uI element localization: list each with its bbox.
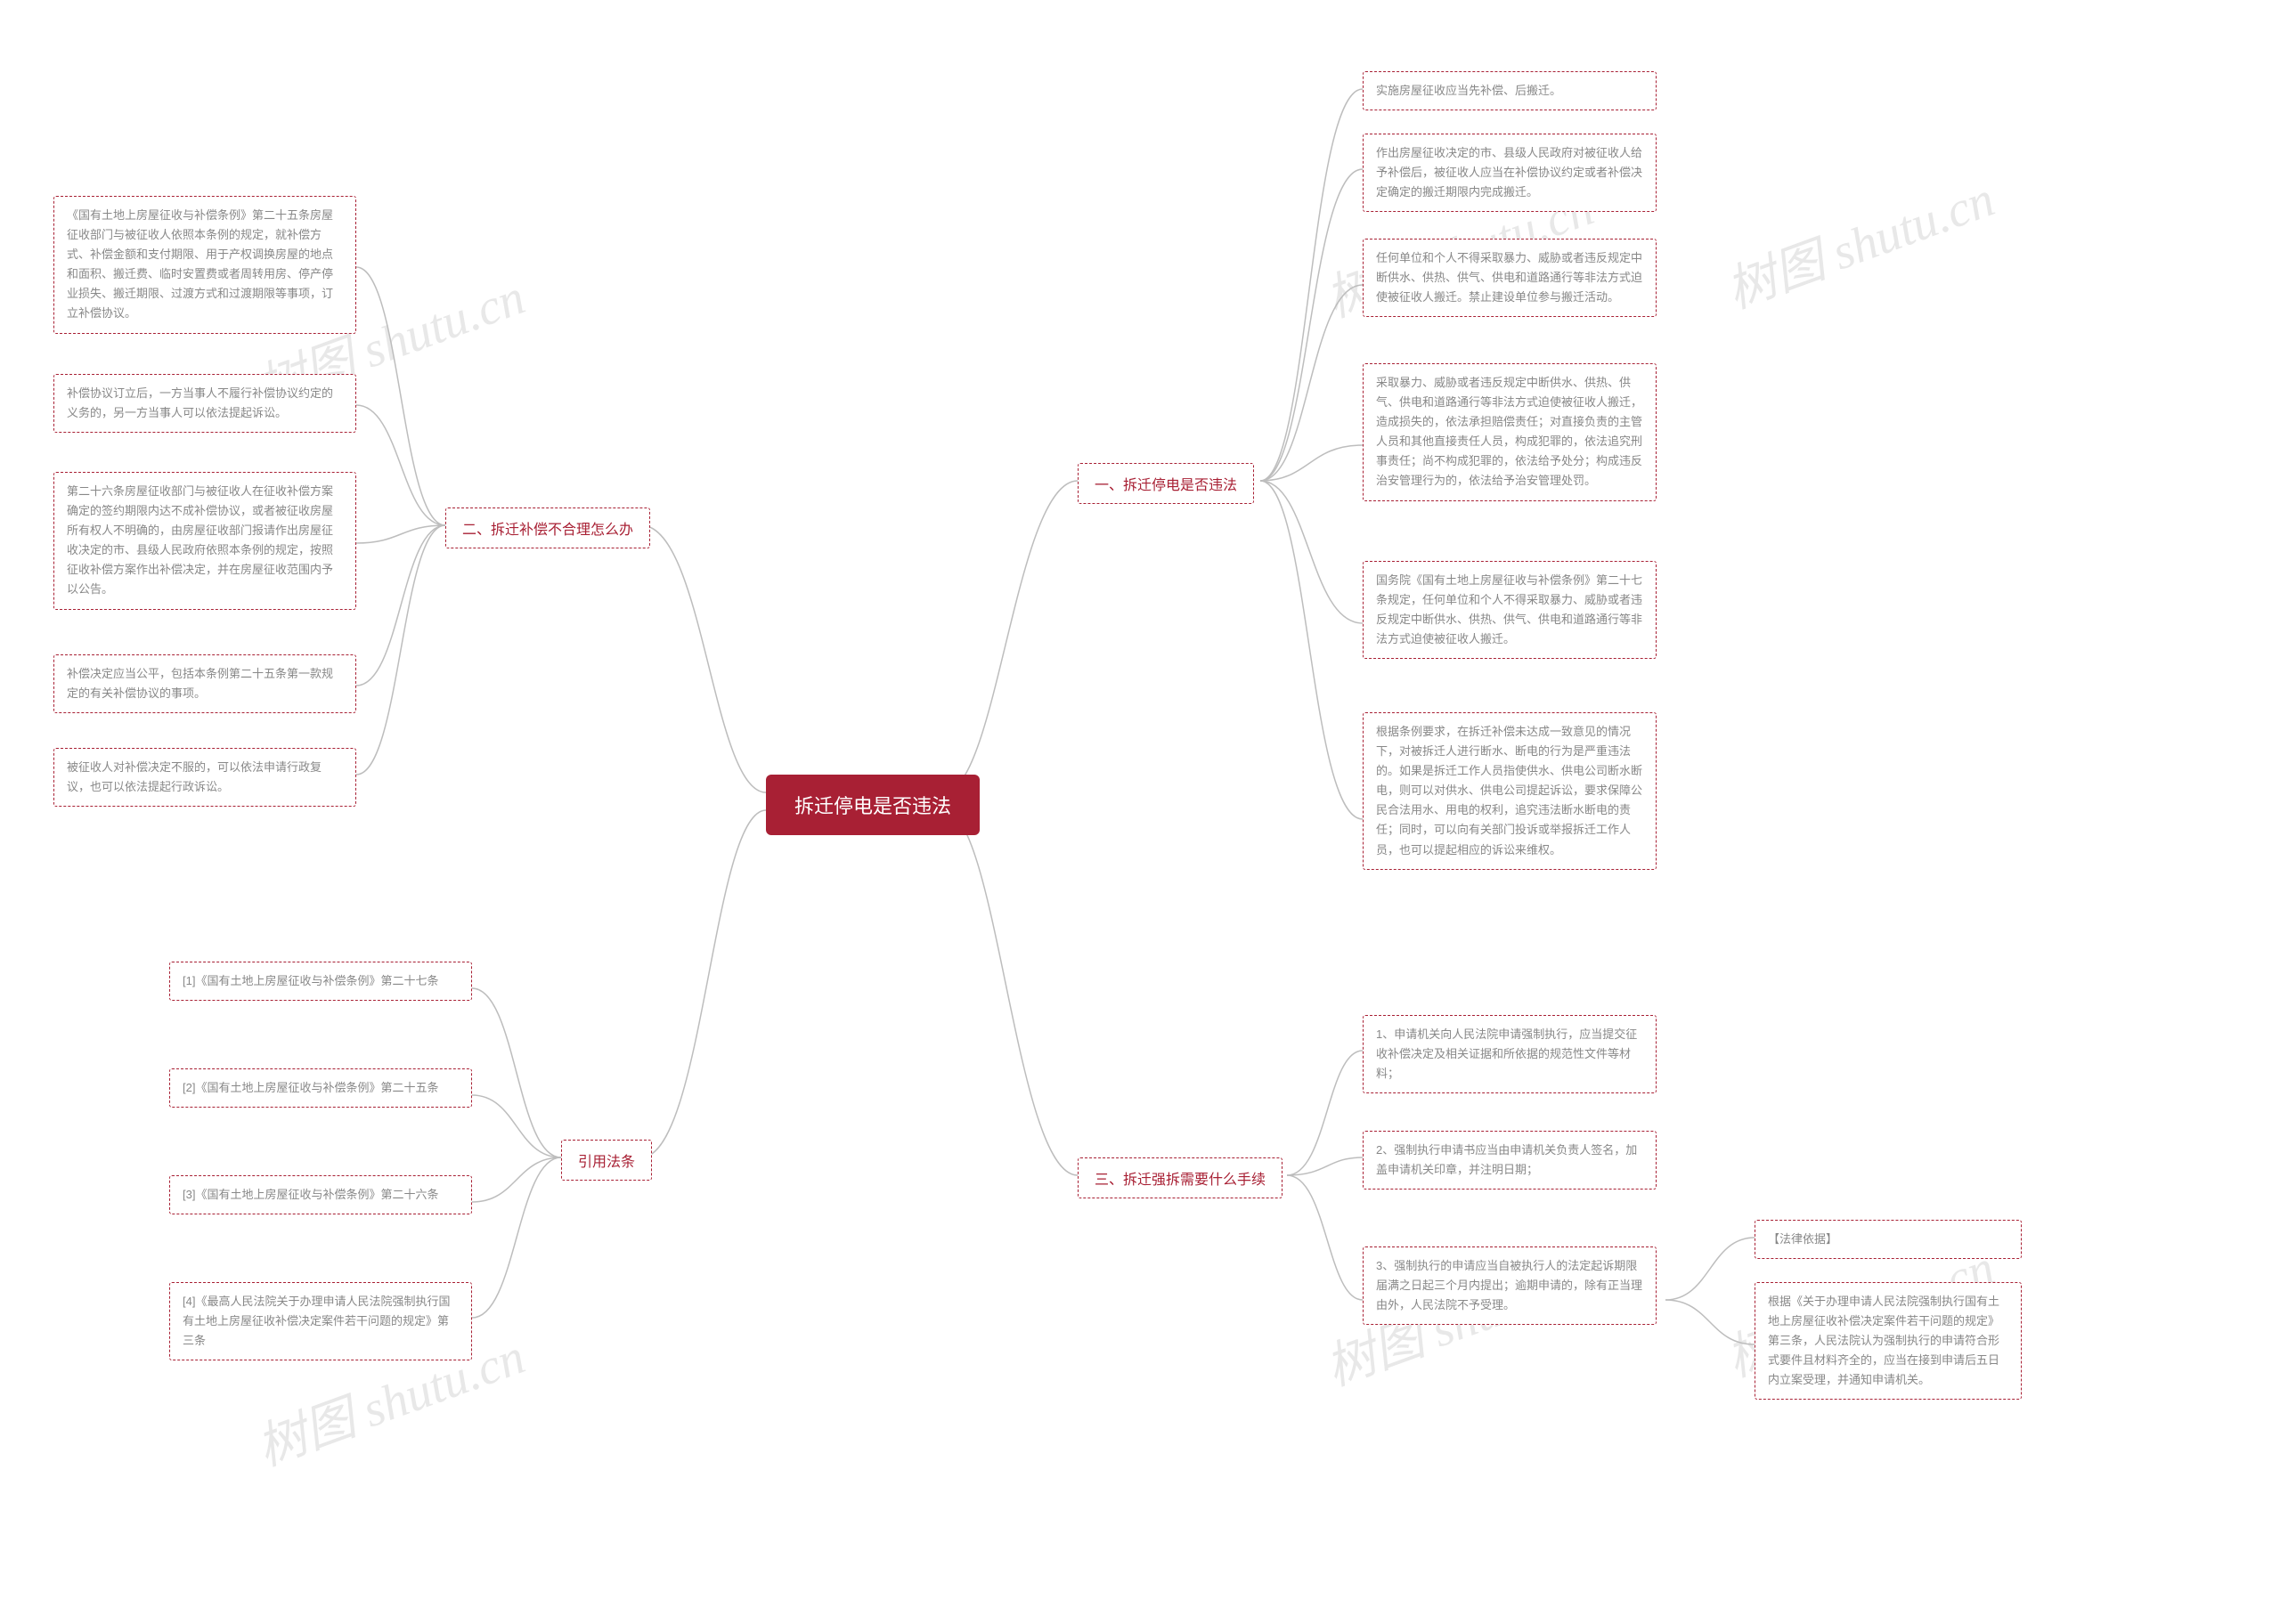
leaf-b4l4: [4]《最高人民法院关于办理申请人民法院强制执行国有土地上房屋征收补偿决定案件若… — [169, 1282, 472, 1360]
leaf-b4l1: [1]《国有土地上房屋征收与补偿条例》第二十七条 — [169, 962, 472, 1001]
branch-label: 三、拆迁强拆需要什么手续 — [1095, 1173, 1266, 1188]
leaf-text: 【法律依据】 — [1768, 1232, 1837, 1246]
leaf-text: 补偿决定应当公平，包括本条例第二十五条第一款规定的有关补偿协议的事项。 — [67, 667, 333, 700]
leaf-b2l3: 第二十六条房屋征收部门与被征收人在征收补偿方案确定的签约期限内达不成补偿协议，或… — [53, 472, 356, 610]
branch-node-4: 引用法条 — [561, 1140, 652, 1181]
leaf-b1l2: 作出房屋征收决定的市、县级人民政府对被征收人给予补偿后，被征收人应当在补偿协议约… — [1363, 134, 1657, 212]
leaf-text: 3、强制执行的申请应当自被执行人的法定起诉期限届满之日起三个月内提出；逾期申请的… — [1376, 1259, 1642, 1311]
leaf-text: [3]《国有土地上房屋征收与补偿条例》第二十六条 — [183, 1188, 438, 1201]
branch-label: 二、拆迁补偿不合理怎么办 — [462, 523, 633, 538]
leaf-b3l3b: 根据《关于办理申请人民法院强制执行国有土地上房屋征收补偿决定案件若干问题的规定》… — [1755, 1282, 2022, 1400]
leaf-text: [2]《国有土地上房屋征收与补偿条例》第二十五条 — [183, 1081, 438, 1094]
leaf-b3l3: 3、强制执行的申请应当自被执行人的法定起诉期限届满之日起三个月内提出；逾期申请的… — [1363, 1246, 1657, 1325]
leaf-text: 实施房屋征收应当先补偿、后搬迁。 — [1376, 84, 1561, 97]
leaf-b1l4: 采取暴力、威胁或者违反规定中断供水、供热、供气、供电和道路通行等非法方式迫使被征… — [1363, 363, 1657, 501]
leaf-b3l3a: 【法律依据】 — [1755, 1220, 2022, 1259]
leaf-b3l2: 2、强制执行申请书应当由申请机关负责人签名，加盖申请机关印章，并注明日期； — [1363, 1131, 1657, 1190]
leaf-b2l2: 补偿协议订立后，一方当事人不履行补偿协议约定的义务的，另一方当事人可以依法提起诉… — [53, 374, 356, 433]
leaf-text: [1]《国有土地上房屋征收与补偿条例》第二十七条 — [183, 974, 438, 987]
center-node: 拆迁停电是否违法 — [766, 775, 980, 835]
leaf-b1l1: 实施房屋征收应当先补偿、后搬迁。 — [1363, 71, 1657, 110]
leaf-text: 2、强制执行申请书应当由申请机关负责人签名，加盖申请机关印章，并注明日期； — [1376, 1143, 1637, 1176]
leaf-b2l5: 被征收人对补偿决定不服的，可以依法申请行政复议，也可以依法提起行政诉讼。 — [53, 748, 356, 807]
branch-node-1: 一、拆迁停电是否违法 — [1078, 463, 1254, 504]
leaf-text: 1、申请机关向人民法院申请强制执行，应当提交征收补偿决定及相关证据和所依据的规范… — [1376, 1027, 1637, 1080]
watermark: 树图 shutu.cn — [1715, 159, 2003, 323]
leaf-b2l1: 《国有土地上房屋征收与补偿条例》第二十五条房屋征收部门与被征收人依照本条例的规定… — [53, 196, 356, 334]
leaf-text: 《国有土地上房屋征收与补偿条例》第二十五条房屋征收部门与被征收人依照本条例的规定… — [67, 208, 333, 320]
center-label: 拆迁停电是否违法 — [794, 795, 951, 817]
leaf-b3l1: 1、申请机关向人民法院申请强制执行，应当提交征收补偿决定及相关证据和所依据的规范… — [1363, 1015, 1657, 1093]
leaf-text: 作出房屋征收决定的市、县级人民政府对被征收人给予补偿后，被征收人应当在补偿协议约… — [1376, 146, 1642, 199]
leaf-text: 补偿协议订立后，一方当事人不履行补偿协议约定的义务的，另一方当事人可以依法提起诉… — [67, 386, 333, 419]
leaf-b1l3: 任何单位和个人不得采取暴力、威胁或者违反规定中断供水、供热、供气、供电和道路通行… — [1363, 239, 1657, 317]
leaf-text: 国务院《国有土地上房屋征收与补偿条例》第二十七条规定，任何单位和个人不得采取暴力… — [1376, 573, 1642, 646]
leaf-text: 第二十六条房屋征收部门与被征收人在征收补偿方案确定的签约期限内达不成补偿协议，或… — [67, 484, 333, 596]
leaf-text: 被征收人对补偿决定不服的，可以依法申请行政复议，也可以依法提起行政诉讼。 — [67, 760, 322, 793]
leaf-b1l6: 根据条例要求，在拆迁补偿未达成一致意见的情况下，对被拆迁人进行断水、断电的行为是… — [1363, 712, 1657, 870]
leaf-b4l3: [3]《国有土地上房屋征收与补偿条例》第二十六条 — [169, 1175, 472, 1214]
leaf-b1l5: 国务院《国有土地上房屋征收与补偿条例》第二十七条规定，任何单位和个人不得采取暴力… — [1363, 561, 1657, 659]
branch-node-3: 三、拆迁强拆需要什么手续 — [1078, 1157, 1282, 1198]
leaf-text: 采取暴力、威胁或者违反规定中断供水、供热、供气、供电和道路通行等非法方式迫使被征… — [1376, 376, 1642, 487]
leaf-b4l2: [2]《国有土地上房屋征收与补偿条例》第二十五条 — [169, 1068, 472, 1108]
leaf-text: 根据条例要求，在拆迁补偿未达成一致意见的情况下，对被拆迁人进行断水、断电的行为是… — [1376, 725, 1642, 857]
branch-label: 引用法条 — [578, 1155, 635, 1170]
branch-label: 一、拆迁停电是否违法 — [1095, 478, 1237, 493]
leaf-text: [4]《最高人民法院关于办理申请人民法院强制执行国有土地上房屋征收补偿决定案件若… — [183, 1295, 450, 1347]
leaf-b2l4: 补偿决定应当公平，包括本条例第二十五条第一款规定的有关补偿协议的事项。 — [53, 654, 356, 713]
leaf-text: 任何单位和个人不得采取暴力、威胁或者违反规定中断供水、供热、供气、供电和道路通行… — [1376, 251, 1642, 304]
leaf-text: 根据《关于办理申请人民法院强制执行国有土地上房屋征收补偿决定案件若干问题的规定》… — [1768, 1295, 1999, 1386]
branch-node-2: 二、拆迁补偿不合理怎么办 — [445, 508, 650, 548]
